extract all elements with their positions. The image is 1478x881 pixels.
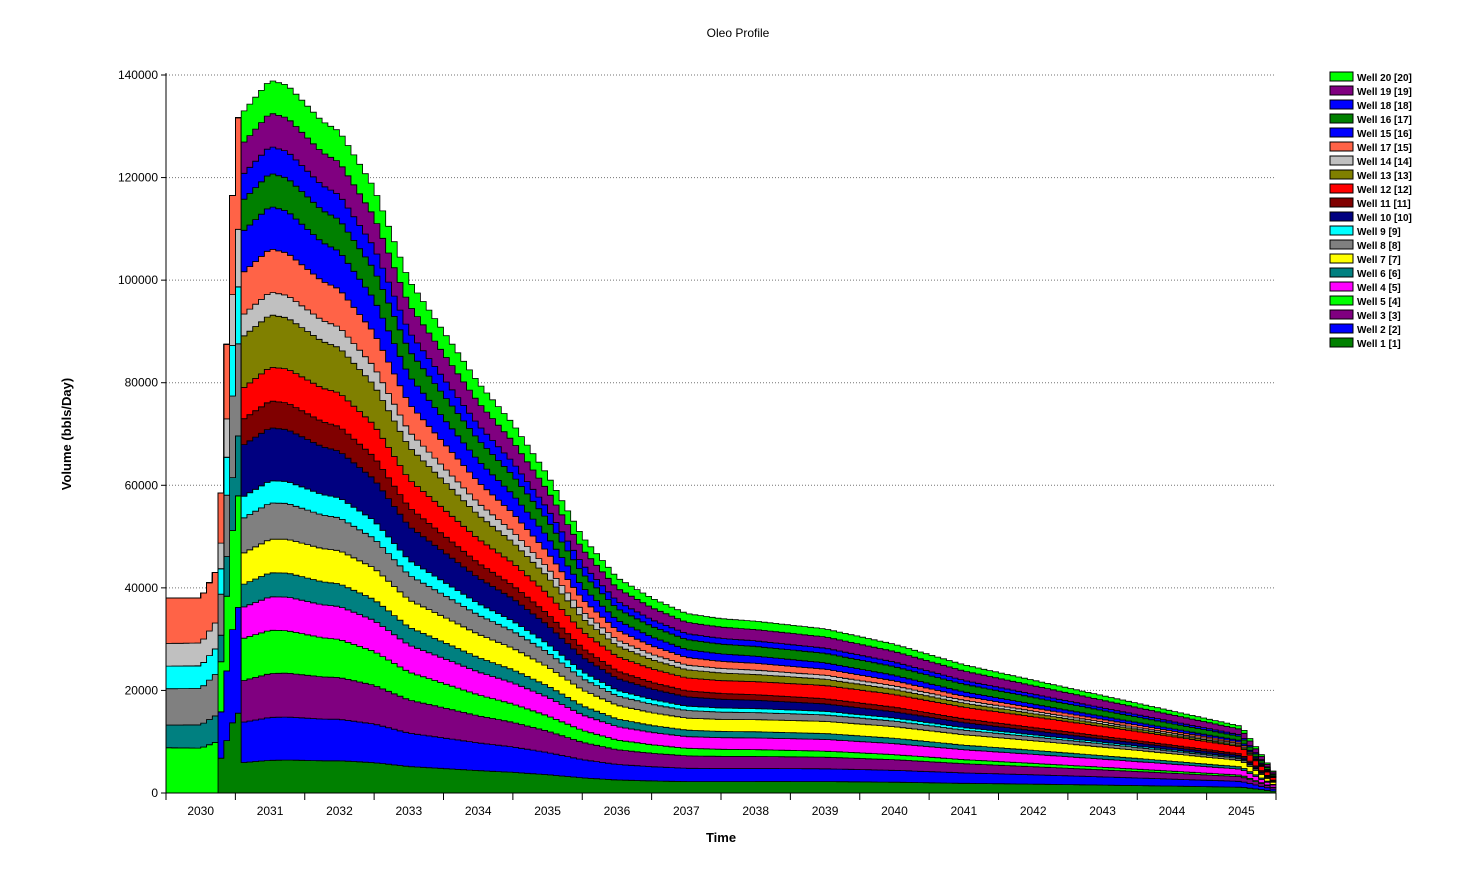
legend-label: Well 12 [12]	[1357, 185, 1412, 196]
x-tick-label: 2033	[395, 804, 422, 818]
legend-swatch	[1329, 281, 1354, 292]
legend-swatch	[1329, 239, 1354, 250]
x-tick-label: 2043	[1089, 804, 1116, 818]
legend-swatch	[1329, 309, 1354, 320]
legend-swatch	[1329, 323, 1354, 334]
x-tick-labels: 2030 2031 2032 2033 2034 2035 2036 2037 2038 2039…	[165, 793, 1277, 818]
stacked-areas	[165, 80, 1277, 794]
x-tick-label: 2034	[465, 804, 492, 818]
x-tick-label: 2042	[1020, 804, 1047, 818]
legend-swatch	[1329, 183, 1354, 194]
y-tick-label: 20000	[125, 683, 159, 697]
legend-swatch	[1329, 253, 1354, 264]
legend-label: Well 6 [6]	[1357, 269, 1401, 280]
legend-swatch	[1329, 211, 1354, 222]
y-tick-label: 0	[151, 786, 158, 800]
legend-label: Well 19 [19]	[1357, 87, 1412, 98]
legend-label: Well 14 [14]	[1357, 157, 1412, 168]
x-tick-label: 2045	[1228, 804, 1255, 818]
legend-label: Well 11 [11]	[1357, 199, 1411, 210]
legend-label: Well 1 [1]	[1357, 339, 1401, 350]
legend-swatch	[1329, 337, 1354, 348]
y-tick-labels: 0 20000 40000 60000 80000 100000 120000 140000	[118, 68, 166, 800]
y-tick-label: 40000	[125, 581, 159, 595]
x-tick-label: 2040	[881, 804, 908, 818]
x-tick-label: 2039	[812, 804, 839, 818]
x-tick-label: 2041	[950, 804, 977, 818]
legend-label: Well 5 [4]	[1357, 297, 1401, 308]
legend: Well 20 [20] Well 19 [19] Well 18 [18] Well…	[1329, 71, 1412, 350]
legend-label: Well 20 [20]	[1357, 73, 1412, 84]
legend-label: Well 8 [8]	[1357, 241, 1401, 252]
y-tick-label: 100000	[118, 273, 158, 287]
chart-title: Oleo Profile	[707, 26, 770, 40]
grid-lines	[166, 74, 1276, 691]
x-tick-label: 2044	[1159, 804, 1186, 818]
legend-label: Well 3 [3]	[1357, 311, 1401, 322]
x-tick-label: 2035	[534, 804, 561, 818]
legend-swatch	[1329, 225, 1354, 236]
y-axis-label: Volume (bbls/Day)	[59, 378, 74, 490]
x-axis-label: Time	[706, 830, 736, 845]
legend-swatch	[1329, 85, 1354, 96]
legend-label: Well 16 [17]	[1357, 115, 1412, 126]
legend-label: Well 17 [15]	[1357, 143, 1412, 154]
legend-swatch	[1329, 197, 1354, 208]
legend-swatch	[1329, 155, 1354, 166]
legend-label: Well 9 [9]	[1357, 227, 1401, 238]
legend-swatch	[1329, 267, 1354, 278]
x-tick-label: 2031	[257, 804, 284, 818]
legend-swatch	[1329, 127, 1354, 138]
legend-swatch	[1329, 169, 1354, 180]
x-tick-label: 2038	[742, 804, 769, 818]
legend-swatch	[1329, 295, 1354, 306]
x-tick-label: 2032	[326, 804, 353, 818]
legend-swatch	[1329, 141, 1354, 152]
x-tick-label: 2036	[604, 804, 631, 818]
legend-label: Well 4 [5]	[1357, 283, 1401, 294]
y-tick-label: 120000	[118, 171, 158, 185]
legend-label: Well 7 [7]	[1357, 255, 1401, 266]
x-tick-label: 2037	[673, 804, 700, 818]
legend-label: Well 2 [2]	[1357, 325, 1401, 336]
y-tick-label: 140000	[118, 68, 158, 82]
legend-swatch	[1329, 71, 1354, 82]
legend-label: Well 13 [13]	[1357, 171, 1412, 182]
legend-swatch	[1329, 99, 1354, 110]
legend-label: Well 18 [18]	[1357, 101, 1412, 112]
area-series-20	[166, 80, 1277, 773]
y-tick-label: 60000	[125, 478, 159, 492]
y-tick-label: 80000	[125, 376, 159, 390]
legend-label: Well 15 [16]	[1357, 129, 1412, 140]
legend-label: Well 10 [10]	[1357, 213, 1412, 224]
x-tick-label: 2030	[187, 804, 214, 818]
legend-swatch	[1329, 113, 1354, 124]
